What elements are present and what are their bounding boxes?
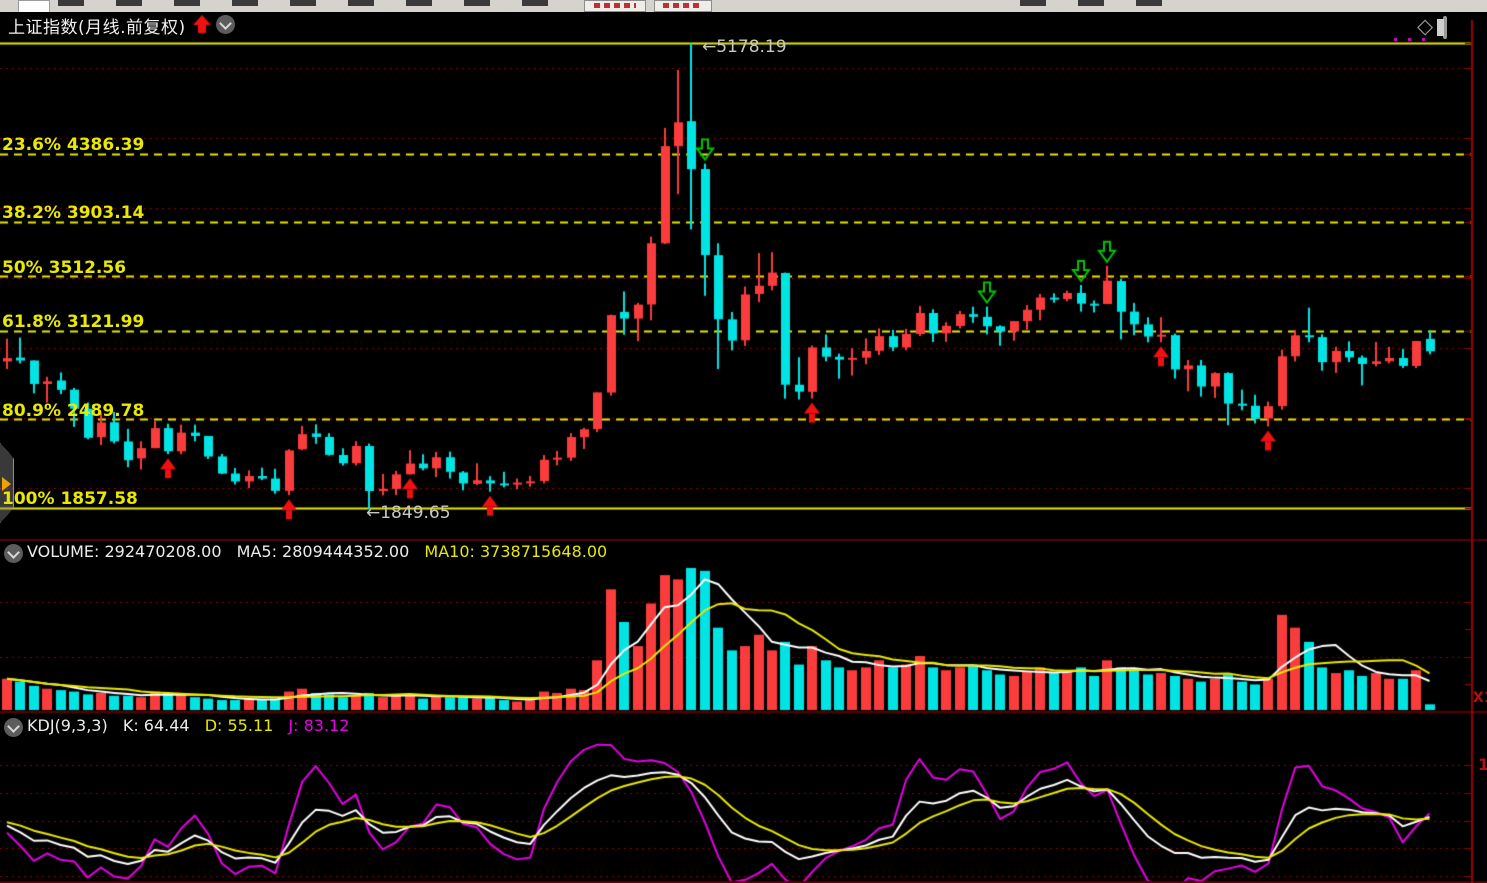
split-pane-icon[interactable]	[1437, 16, 1447, 39]
volume-ma5-value: MA5: 2809444352.00	[236, 542, 410, 561]
toolbar-text-remnant	[1020, 0, 1190, 6]
volume-value: VOLUME: 292470208.00	[27, 542, 222, 561]
kdj-collapse-button[interactable]	[4, 718, 23, 737]
chevron-down-icon	[7, 720, 20, 733]
toolbar-button-2[interactable]	[654, 0, 712, 12]
volume-axis-scale-label: X1	[1473, 690, 1487, 706]
kdj-axis-label: 1	[1478, 755, 1487, 774]
title-collapse-button[interactable]	[216, 15, 235, 34]
volume-ma10-value: MA10: 3738715648.00	[424, 542, 608, 561]
peak-price-annotation: ←5178.19	[702, 37, 787, 57]
chevron-down-icon	[219, 17, 232, 30]
kdj-header: KDJ(9,3,3) K: 64.44 D: 55.11 J: 83.12	[27, 716, 359, 735]
split-pane-fill	[1437, 19, 1444, 36]
volume-collapse-button[interactable]	[4, 544, 23, 563]
fib-label-61-8: 61.8% 3121.99	[2, 312, 145, 332]
fib-label-23-6: 23.6% 4386.39	[2, 135, 145, 155]
top-toolbar	[0, 0, 1487, 12]
kdj-title: KDJ(9,3,3)	[27, 716, 108, 735]
fib-label-100: 100% 1857.58	[2, 489, 138, 509]
menu-bar-remnant	[58, 0, 558, 6]
chevron-down-icon	[7, 546, 20, 559]
kdj-j-value: J: 83.12	[288, 716, 350, 735]
kdj-k-value: K: 64.44	[122, 716, 190, 735]
toolbar-button-1[interactable]	[584, 0, 646, 12]
kdj-d-value: D: 55.11	[204, 716, 274, 735]
fib-label-38-2: 38.2% 3903.14	[2, 203, 145, 223]
fib-label-80-9: 80.9% 2489.78	[2, 401, 145, 421]
drawing-tool-diamond-icon[interactable]: ◇	[1417, 14, 1434, 38]
sidebar-expand-arrow-icon[interactable]	[2, 477, 11, 491]
volume-header: VOLUME: 292470208.00 MA5: 2809444352.00 …	[27, 542, 617, 561]
trough-price-annotation: ←1849.65	[366, 503, 451, 523]
chart-title: 上证指数(月线.前复权)	[8, 18, 186, 38]
fib-label-50: 50% 3512.56	[2, 258, 127, 278]
app-logo	[18, 0, 50, 12]
